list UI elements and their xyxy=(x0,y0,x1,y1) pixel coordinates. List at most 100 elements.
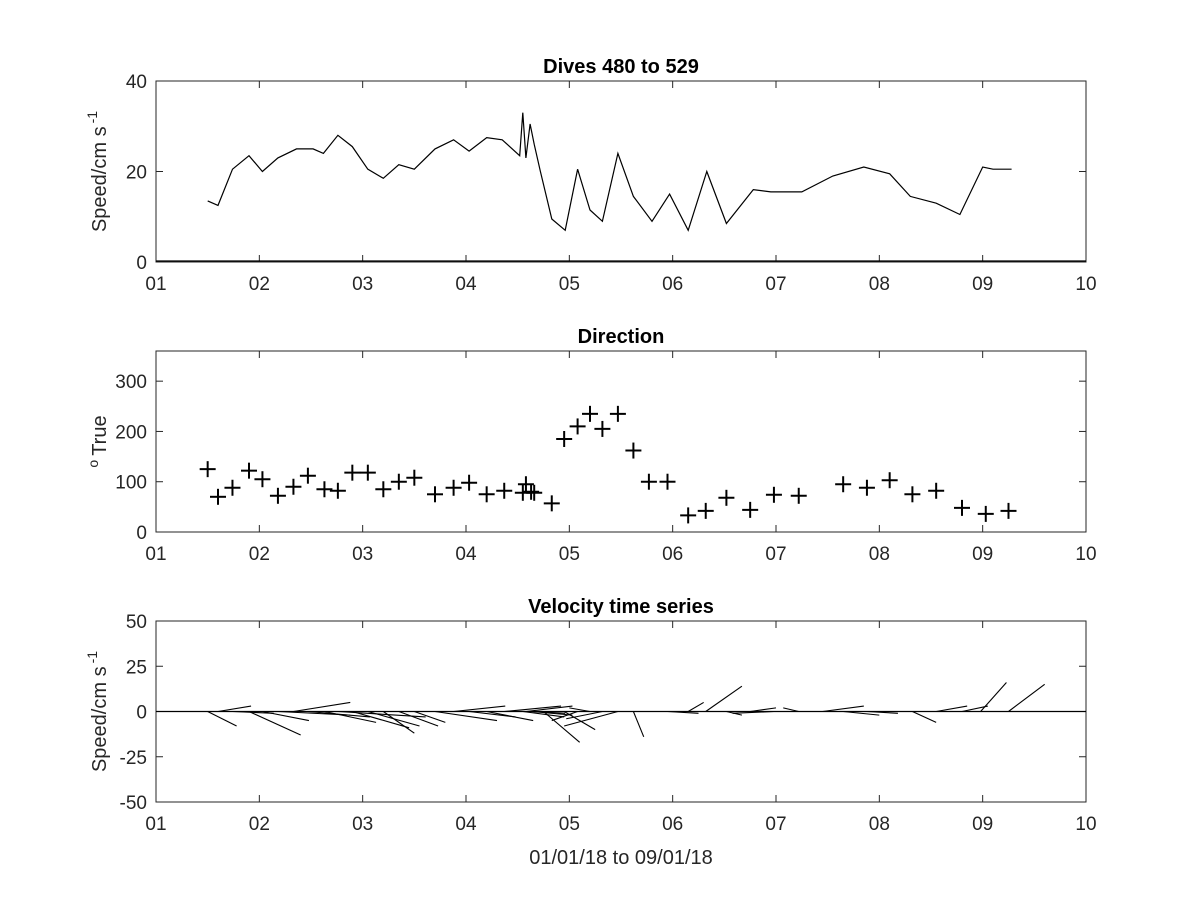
y-tick-label: -25 xyxy=(120,748,147,769)
direction-marker xyxy=(640,473,657,490)
direction-marker xyxy=(359,464,376,481)
y-tick-label: 25 xyxy=(126,657,147,678)
velocity-stick xyxy=(293,701,351,713)
velocity-stick xyxy=(866,710,898,714)
velocity-stick xyxy=(912,710,937,723)
x-tick-label: 06 xyxy=(662,274,683,295)
direction-marker xyxy=(523,483,540,500)
x-tick-label: 08 xyxy=(869,814,890,835)
x-tick-label: 05 xyxy=(559,544,580,565)
direction-marker xyxy=(199,461,216,478)
x-tick-label: 10 xyxy=(1075,544,1096,565)
chart-title: Direction xyxy=(578,326,665,348)
velocity-stick xyxy=(522,710,565,718)
velocity-stick xyxy=(324,710,377,723)
x-tick-label: 09 xyxy=(972,814,993,835)
y-tick-label: 200 xyxy=(115,422,147,443)
y-tick-label: 0 xyxy=(136,703,147,724)
direction-marker xyxy=(582,405,598,422)
x-tick-label: 07 xyxy=(765,544,786,565)
plot-panel-3: 01 02 03 04 05 06 07 08 09 10 -50 -25 0 25 50 Velocity … xyxy=(84,596,1097,869)
direction-marker xyxy=(543,495,560,512)
y-axis-label-superscript: o xyxy=(85,460,101,468)
x-tick-label: 06 xyxy=(662,814,683,835)
direction-marker xyxy=(461,474,478,491)
x-tick-label: 02 xyxy=(249,814,270,835)
x-tick-label: 08 xyxy=(869,274,890,295)
x-tick-label: 10 xyxy=(1075,274,1096,295)
direction-marker xyxy=(790,487,807,504)
velocity-stick xyxy=(534,710,566,714)
velocity-stick xyxy=(383,711,415,734)
velocity-stick xyxy=(843,710,880,716)
x-tick-label: 03 xyxy=(352,814,373,835)
direction-marker xyxy=(609,405,626,422)
y-axis-label-superscript: -1 xyxy=(84,111,100,124)
y-axis-label: o True xyxy=(85,415,111,467)
x-tick-label: 03 xyxy=(352,274,373,295)
direction-marker xyxy=(285,478,302,495)
y-tick-label: 100 xyxy=(115,473,147,494)
direction-marker xyxy=(904,486,921,503)
direction-marker xyxy=(625,442,642,459)
velocity-stick xyxy=(248,710,301,736)
axes-frame xyxy=(155,350,1087,533)
y-axis-label: Speed/cm s -1 xyxy=(84,111,111,232)
plot-panel-1: 01 02 03 04 05 06 07 08 09 10 0 20 40 Dives 480 to 52… xyxy=(84,56,1097,295)
direction-marker xyxy=(858,479,875,496)
velocity-stick xyxy=(1008,683,1045,712)
direction-marker xyxy=(210,488,226,505)
velocity-stick xyxy=(705,685,743,712)
y-axis-label-text: Speed/cm s xyxy=(89,666,111,772)
x-tick-label: 04 xyxy=(455,814,477,835)
direction-marker xyxy=(390,473,407,490)
direction-marker xyxy=(742,501,759,518)
direction-marker xyxy=(556,430,573,447)
direction-marker xyxy=(241,462,257,479)
y-axis-label-text: True xyxy=(89,415,111,455)
velocity-stick xyxy=(551,710,578,722)
x-tick-label: 10 xyxy=(1075,814,1096,835)
y-axis-label: Speed/cm s -1 xyxy=(84,651,111,772)
x-tick-label: 04 xyxy=(455,544,477,565)
axes-frame xyxy=(155,80,1087,263)
velocity-stick xyxy=(434,710,498,722)
direction-marker xyxy=(269,487,286,504)
y-axis-label-superscript: -1 xyxy=(84,651,100,664)
velocity-stick xyxy=(569,707,591,713)
velocity-stick xyxy=(453,705,506,713)
velocity-stick xyxy=(750,707,777,713)
direction-marker xyxy=(316,481,333,498)
y-tick-label: 0 xyxy=(136,253,147,274)
velocity-stick xyxy=(566,710,603,720)
chart-title: Dives 480 to 529 xyxy=(543,56,699,78)
x-tick-label: 07 xyxy=(765,274,786,295)
velocity-stick xyxy=(352,710,410,729)
direction-marker xyxy=(445,479,462,496)
x-tick-label: 06 xyxy=(662,544,683,565)
direction-marker xyxy=(954,499,970,516)
direction-marker xyxy=(427,486,443,503)
direction-marker xyxy=(478,486,495,503)
velocity-stick xyxy=(961,705,988,713)
direction-marker xyxy=(680,507,697,524)
x-tick-label: 07 xyxy=(765,814,786,835)
x-tick-label: 01 xyxy=(145,544,166,565)
velocity-stick xyxy=(936,705,968,713)
y-tick-label: 50 xyxy=(126,612,147,633)
y-tick-label: 0 xyxy=(136,523,147,544)
x-tick-label: 05 xyxy=(559,814,580,835)
x-tick-label: 08 xyxy=(869,544,890,565)
speed-series-line xyxy=(207,112,1012,232)
x-axis-label: 01/01/18 to 09/01/18 xyxy=(529,847,713,869)
direction-marker xyxy=(406,469,423,486)
velocity-stick xyxy=(732,710,774,714)
x-tick-label: 09 xyxy=(972,544,993,565)
y-tick-label: 300 xyxy=(115,372,147,393)
velocity-stick xyxy=(217,705,252,713)
velocity-stick xyxy=(504,705,562,713)
x-tick-label: 01 xyxy=(145,814,166,835)
y-tick-label: 20 xyxy=(126,163,147,184)
x-tick-label: 02 xyxy=(249,544,270,565)
velocity-stick xyxy=(687,701,704,712)
